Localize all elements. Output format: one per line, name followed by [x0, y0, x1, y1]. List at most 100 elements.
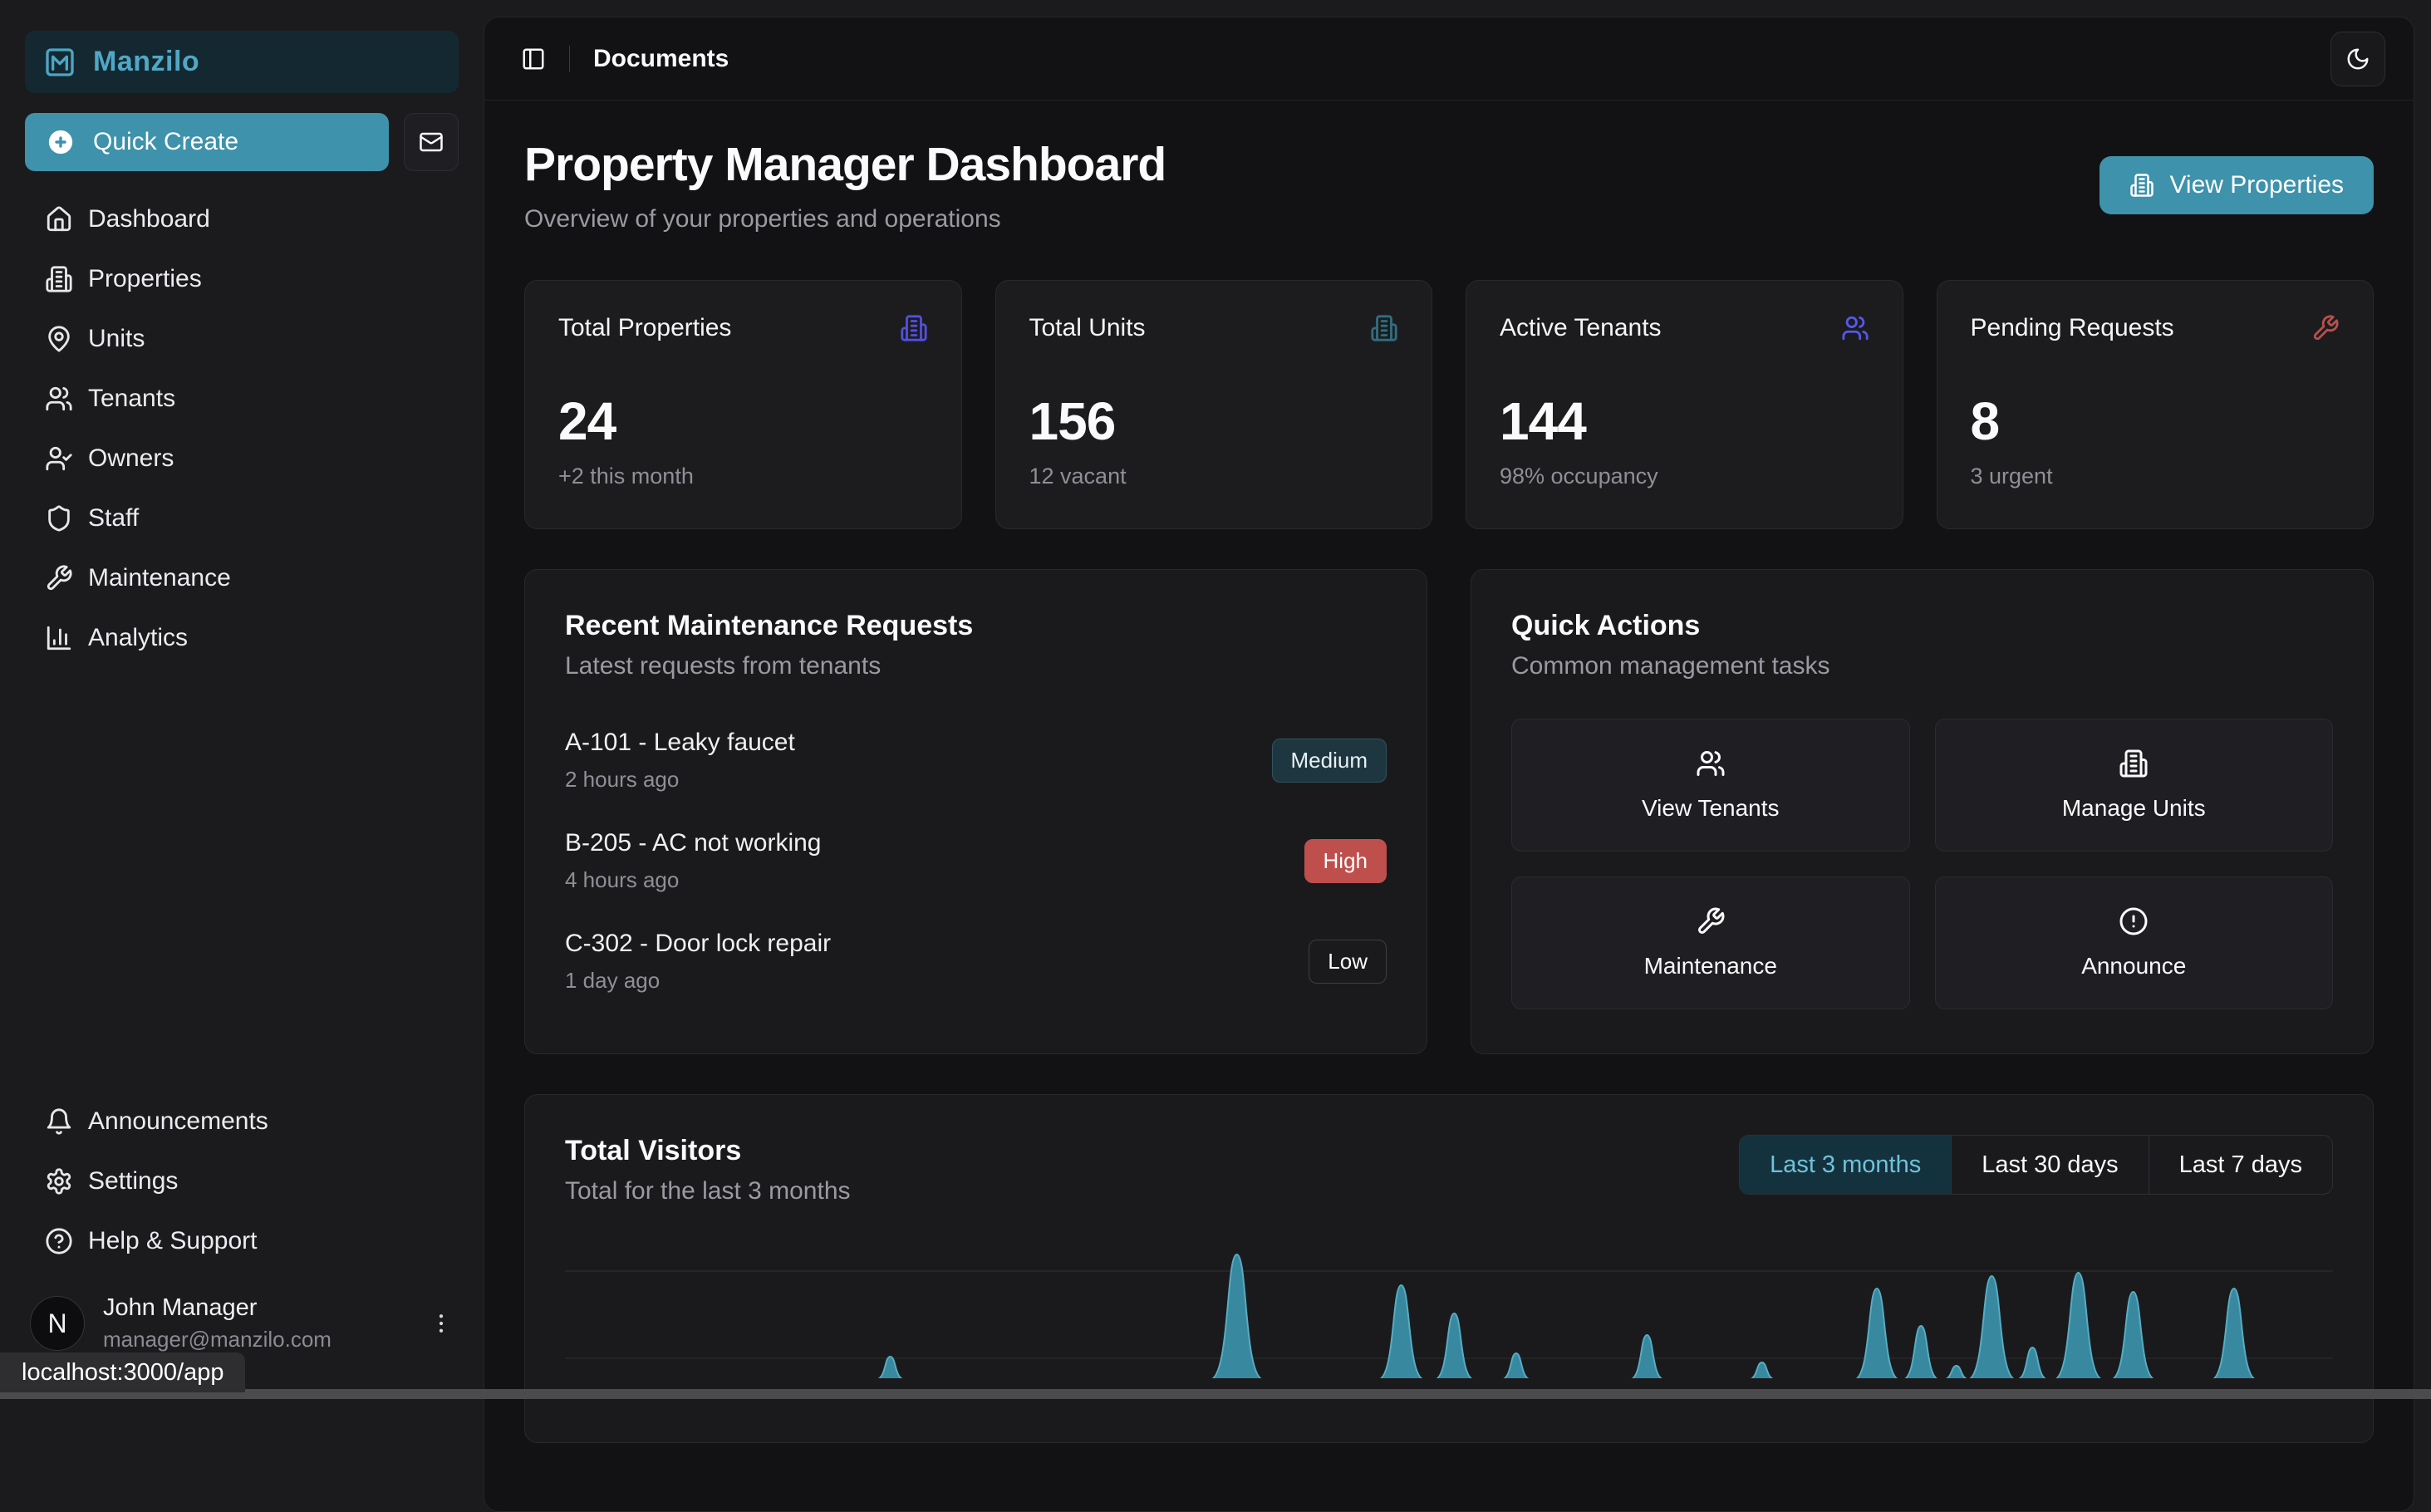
building-icon — [2119, 749, 2149, 778]
stat-label: Total Properties — [558, 314, 731, 342]
action-label: Manage Units — [2062, 795, 2206, 822]
request-title: A-101 - Leaky faucet — [565, 729, 795, 757]
tab-last-30-days[interactable]: Last 30 days — [1951, 1136, 2148, 1194]
stat-value: 144 — [1500, 390, 1869, 452]
horizontal-scrollbar[interactable] — [0, 1389, 2431, 1399]
request-time: 1 day ago — [565, 968, 831, 994]
sidebar-item-label: Staff — [88, 504, 139, 533]
users-icon — [45, 385, 73, 413]
stat-value: 24 — [558, 390, 928, 452]
action-label: Announce — [2081, 953, 2186, 979]
sidebar-item-label: Owners — [88, 444, 174, 473]
sidebar-item-label: Analytics — [88, 624, 188, 652]
recent-maintenance-card: Recent Maintenance Requests Latest reque… — [524, 569, 1427, 1054]
sidebar-secondary-nav: Announcements Settings Help & Support — [25, 1092, 459, 1271]
quick-create-button[interactable]: Quick Create — [25, 113, 389, 171]
main-panel: Documents Property Manager Dashboard Ove… — [484, 17, 2414, 1512]
sidebar-item-dashboard[interactable]: Dashboard — [25, 189, 459, 249]
moon-icon — [2345, 47, 2370, 71]
sidebar-item-label: Maintenance — [88, 564, 231, 592]
stat-value: 156 — [1029, 390, 1399, 452]
panel-left-icon — [521, 47, 546, 71]
avatar: N — [30, 1296, 85, 1351]
tab-last-3-months[interactable]: Last 3 months — [1740, 1136, 1951, 1194]
breadcrumb: Documents — [593, 45, 729, 73]
stat-value: 8 — [1971, 390, 2340, 452]
sidebar-item-tenants[interactable]: Tenants — [25, 369, 459, 429]
priority-badge: Medium — [1272, 739, 1387, 783]
sidebar-item-settings[interactable]: Settings — [25, 1151, 459, 1211]
house-icon — [45, 205, 73, 233]
maintenance-request-row[interactable]: B-205 - AC not working 4 hours ago High — [565, 811, 1387, 911]
section-subtitle: Common management tasks — [1511, 652, 2333, 680]
manage-units-button[interactable]: Manage Units — [1935, 719, 2334, 852]
ellipsis-vertical-icon[interactable] — [429, 1311, 454, 1336]
sidebar-item-owners[interactable]: Owners — [25, 429, 459, 488]
sidebar-item-label: Settings — [88, 1167, 178, 1195]
sidebar-item-announcements[interactable]: Announcements — [25, 1092, 459, 1151]
quick-actions-card: Quick Actions Common management tasks Vi… — [1471, 569, 2374, 1054]
gear-icon — [45, 1167, 73, 1195]
user-check-icon — [45, 444, 73, 473]
stat-sub: +2 this month — [558, 464, 928, 489]
priority-badge: Low — [1309, 940, 1387, 984]
map-pin-icon — [45, 325, 73, 353]
tab-last-7-days[interactable]: Last 7 days — [2149, 1136, 2332, 1194]
chart-subtitle: Total for the last 3 months — [565, 1177, 851, 1205]
section-subtitle: Latest requests from tenants — [565, 652, 1387, 680]
sidebar-item-staff[interactable]: Staff — [25, 488, 459, 548]
mail-icon — [419, 130, 444, 155]
section-title: Recent Maintenance Requests — [565, 610, 1387, 642]
view-tenants-button[interactable]: View Tenants — [1511, 719, 1910, 852]
building-icon — [1370, 314, 1398, 342]
sidebar-item-help-support[interactable]: Help & Support — [25, 1211, 459, 1271]
quick-create-label: Quick Create — [93, 128, 238, 156]
request-time: 4 hours ago — [565, 867, 821, 893]
maintenance-request-row[interactable]: A-101 - Leaky faucet 2 hours ago Medium — [565, 710, 1387, 811]
header-divider — [569, 46, 570, 72]
section-title: Quick Actions — [1511, 610, 2333, 642]
mail-button[interactable] — [404, 113, 459, 171]
request-title: B-205 - AC not working — [565, 829, 821, 857]
sidebar-item-properties[interactable]: Properties — [25, 249, 459, 309]
page-title: Property Manager Dashboard — [524, 137, 1166, 192]
shield-icon — [45, 504, 73, 533]
sidebar: Manzilo Quick Create Dashboard — [0, 0, 484, 1399]
stat-label: Total Units — [1029, 314, 1146, 342]
building-icon — [2129, 173, 2154, 198]
stat-sub: 3 urgent — [1971, 464, 2340, 489]
wrench-icon — [1696, 906, 1726, 936]
bar-chart-icon — [45, 624, 73, 652]
view-properties-button[interactable]: View Properties — [2100, 156, 2374, 214]
stats-grid: Total Properties 24 +2 this month Total … — [524, 280, 2374, 529]
user-menu[interactable]: N John Manager manager@manzilo.com — [25, 1283, 459, 1352]
theme-toggle-button[interactable] — [2330, 32, 2385, 86]
building-icon — [45, 265, 73, 293]
sidebar-item-label: Announcements — [88, 1107, 268, 1136]
sidebar-item-analytics[interactable]: Analytics — [25, 608, 459, 668]
top-header: Documents — [484, 17, 2414, 101]
manzilo-logo-icon — [43, 46, 76, 79]
wrench-icon — [45, 564, 73, 592]
maintenance-request-row[interactable]: C-302 - Door lock repair 1 day ago Low — [565, 911, 1387, 1012]
sidebar-item-maintenance[interactable]: Maintenance — [25, 548, 459, 608]
sidebar-nav: Dashboard Properties Units Tenants — [25, 189, 459, 668]
stat-card-pending-requests: Pending Requests 8 3 urgent — [1937, 280, 2375, 529]
action-label: View Tenants — [1642, 795, 1780, 822]
stat-card-active-tenants: Active Tenants 144 98% occupancy — [1466, 280, 1903, 529]
announce-button[interactable]: Announce — [1935, 876, 2334, 1009]
page-subtitle: Overview of your properties and operatio… — [524, 205, 1166, 233]
maintenance-button[interactable]: Maintenance — [1511, 876, 1910, 1009]
stat-card-total-properties: Total Properties 24 +2 this month — [524, 280, 962, 529]
stat-label: Pending Requests — [1971, 314, 2174, 342]
brand-name: Manzilo — [93, 46, 199, 78]
users-icon — [1841, 314, 1869, 342]
user-email: manager@manzilo.com — [103, 1327, 332, 1352]
sidebar-toggle-button[interactable] — [521, 47, 546, 71]
sidebar-item-units[interactable]: Units — [25, 309, 459, 369]
stat-sub: 12 vacant — [1029, 464, 1399, 489]
users-icon — [1696, 749, 1726, 778]
brand-logo[interactable]: Manzilo — [25, 31, 459, 93]
stat-card-total-units: Total Units 156 12 vacant — [995, 280, 1433, 529]
sidebar-item-label: Help & Support — [88, 1227, 257, 1255]
